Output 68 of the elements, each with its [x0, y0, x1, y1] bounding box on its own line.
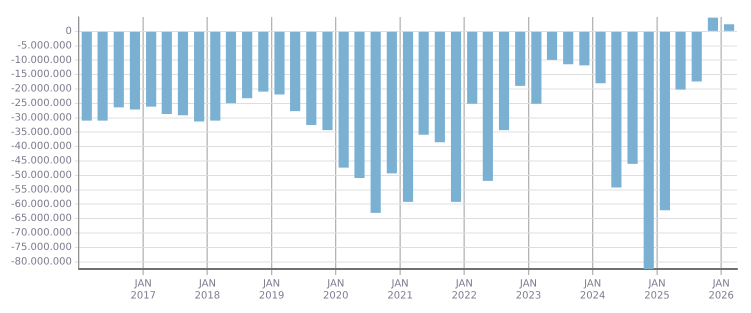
bar — [178, 32, 188, 116]
y-tick-label: -30.000.000 — [10, 112, 72, 124]
bar — [370, 32, 381, 213]
bar — [644, 32, 654, 269]
bar — [595, 32, 606, 84]
bar — [402, 32, 414, 202]
bar — [226, 32, 236, 104]
x-tick-label: JAN 2022 — [452, 278, 478, 302]
bar — [194, 32, 204, 122]
x-tick-label: JAN 2023 — [516, 278, 542, 302]
y-tick-label: -75.000.000 — [10, 242, 72, 253]
x-tick-label: JAN 2017 — [130, 278, 156, 302]
x-tick-label: JAN 2021 — [387, 278, 413, 302]
bar — [354, 32, 365, 178]
bar — [660, 32, 670, 210]
bar — [611, 32, 622, 188]
y-tick-label: -70.000.000 — [10, 228, 72, 239]
bar — [418, 32, 429, 135]
x-tick-label: JAN 2018 — [194, 278, 220, 302]
bar — [274, 32, 285, 94]
y-tick-label: -10.000.000 — [10, 54, 72, 66]
bar — [692, 32, 702, 82]
bar — [546, 32, 558, 60]
y-tick-label: -50.000.000 — [10, 170, 72, 181]
bar — [242, 32, 252, 98]
bar — [210, 32, 220, 121]
y-tick-label: -45.000.000 — [10, 156, 72, 167]
bar — [338, 32, 349, 168]
bar — [627, 32, 638, 164]
bar — [162, 32, 172, 114]
y-tick-label: -55.000.000 — [10, 184, 72, 196]
bar — [482, 32, 493, 181]
bar — [306, 32, 316, 125]
x-tick-label: JAN 2019 — [258, 278, 284, 302]
y-tick-label: -20.000.000 — [10, 84, 72, 95]
bar — [322, 32, 333, 130]
bar — [531, 32, 542, 104]
bar — [450, 32, 462, 202]
bar — [563, 32, 574, 64]
y-tick-label: 0 — [65, 26, 72, 37]
bar — [98, 32, 108, 121]
bar — [290, 32, 300, 112]
bar — [258, 32, 268, 92]
y-tick-label: -15.000.000 — [10, 69, 72, 80]
bar — [708, 18, 718, 31]
x-tick-label: JAN 2025 — [644, 278, 670, 302]
y-tick-label: -5.000.000 — [17, 40, 72, 52]
bar — [386, 32, 397, 174]
bar — [434, 32, 445, 142]
bar — [498, 32, 510, 130]
y-tick-label: -65.000.000 — [10, 213, 72, 224]
x-tick-label: JAN 2024 — [580, 278, 606, 302]
bar — [515, 32, 526, 86]
bar — [675, 32, 686, 90]
bar — [467, 32, 478, 104]
bar — [724, 24, 734, 31]
y-tick-label: -35.000.000 — [10, 126, 72, 138]
y-tick-label: -25.000.000 — [10, 98, 72, 109]
y-tick-label: -60.000.000 — [10, 198, 72, 210]
x-tick-label: JAN 2020 — [323, 278, 348, 302]
y-tick-label: -80.000.000 — [10, 256, 72, 268]
bar — [82, 32, 92, 121]
y-tick-label: -40.000.000 — [10, 141, 72, 152]
bar — [146, 32, 156, 107]
bar — [114, 32, 124, 108]
bar — [579, 32, 590, 66]
bar — [130, 32, 140, 110]
x-tick-label: JAN 2026 — [708, 278, 734, 302]
